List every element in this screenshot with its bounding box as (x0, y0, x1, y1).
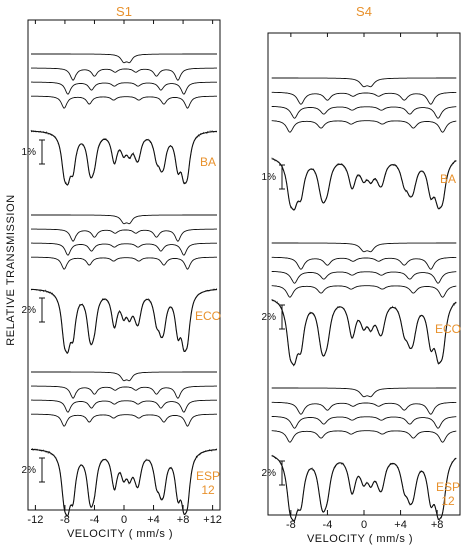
component-curve (31, 385, 217, 399)
x-tick-label: +12 (203, 514, 222, 526)
scale-label: 2% (22, 465, 37, 476)
panel-s4: S4 -8 -4 0 +4 +8 VELOCITY ( mm/s ) 1% BA 2% ECO 2% E… (262, 4, 461, 545)
experimental-points (271, 157, 457, 211)
panel-title: S4 (356, 4, 372, 19)
x-tick-label: 0 (121, 514, 127, 526)
component-curve (271, 106, 457, 119)
x-tick-label: -12 (27, 514, 43, 526)
fit-curve (271, 158, 457, 211)
component-curve (271, 256, 457, 270)
x-tick-label: -4 (90, 514, 100, 526)
component-curve (271, 285, 457, 298)
sample-label: 12 (441, 494, 455, 508)
sample-label: ESP (196, 469, 220, 483)
scale-bar (39, 457, 45, 483)
x-axis-label: VELOCITY ( mm/s ) (307, 533, 413, 545)
x-tick-label: +4 (394, 519, 407, 531)
x-tick-label: +4 (147, 514, 160, 526)
sample-label: ECO (435, 322, 461, 336)
sample-ba: 1% BA (22, 53, 218, 186)
component-curve (31, 228, 217, 242)
sample-label: BA (440, 172, 456, 186)
component-curve (31, 53, 217, 64)
scale-label: 2% (262, 312, 277, 323)
scale-bar (279, 164, 285, 190)
scale-bar (39, 139, 45, 165)
component-curve (271, 120, 457, 133)
fit-curve (271, 299, 457, 366)
sample-ba: 1% BA (262, 77, 457, 211)
panels: S1 -12 -8 -4 0 +4 +8 +12 VELOCITY ( mm/s ) 1% BA 2%… (22, 4, 461, 545)
x-tick-label: 0 (361, 519, 367, 531)
scale-label: 2% (22, 305, 37, 316)
x-axis-label: VELOCITY ( mm/s ) (67, 528, 173, 540)
component-curve (31, 214, 217, 225)
experimental-points (271, 454, 457, 522)
sample-label: ESP (436, 480, 460, 494)
component-curve (31, 256, 217, 270)
panel-s1: S1 -12 -8 -4 0 +4 +8 +12 VELOCITY ( mm/s ) 1% BA 2%… (22, 4, 222, 540)
y-axis-label: RELATIVE TRANSMISSION (5, 194, 17, 346)
scale-label: 1% (22, 147, 37, 158)
component-curve (31, 67, 217, 81)
component-curve (31, 371, 217, 382)
component-curve (31, 413, 217, 427)
panel-frame (27, 19, 221, 511)
panel-title: S1 (116, 4, 132, 19)
experimental-points (30, 288, 218, 355)
component-curve (31, 81, 217, 95)
x-tick-label: +8 (431, 519, 444, 531)
sample-label: 12 (201, 483, 215, 497)
scale-label: 2% (262, 468, 277, 479)
fit-curve (31, 130, 218, 186)
component-curve (271, 77, 457, 88)
scale-bar (279, 460, 285, 486)
sample-label: ECO (195, 309, 221, 323)
component-curve (31, 242, 217, 256)
component-curve (271, 271, 457, 284)
sample-eco: 2% ECO (22, 214, 221, 355)
sample-label: BA (200, 155, 216, 169)
component-curve (31, 95, 217, 109)
experimental-points (30, 447, 218, 517)
component-curve (271, 401, 457, 415)
sample-eco: 2% ECO (262, 242, 461, 367)
component-curve (271, 387, 457, 398)
x-tick-label: -8 (60, 514, 70, 526)
scale-bar (39, 297, 45, 323)
x-tick-label: +8 (177, 514, 190, 526)
scale-bar (279, 304, 285, 330)
scale-label: 1% (262, 172, 277, 183)
experimental-points (30, 129, 218, 186)
fit-curve (30, 288, 217, 354)
component-curve (31, 399, 217, 413)
x-tick-label: -4 (323, 519, 333, 531)
component-curve (271, 430, 457, 443)
component-curve (271, 91, 457, 105)
component-curve (271, 416, 457, 429)
experimental-points (271, 299, 457, 367)
component-curve (271, 242, 457, 253)
x-tick-label: -8 (286, 519, 296, 531)
